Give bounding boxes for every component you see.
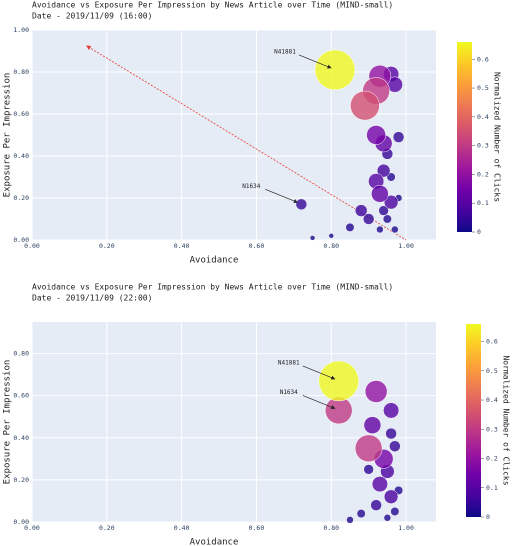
- colorbar-tick-label: 0.5: [477, 84, 489, 92]
- colorbar-tick-label: 0.3: [486, 425, 498, 433]
- bubble: [385, 427, 397, 440]
- bubble: [362, 213, 375, 225]
- bubble: [309, 235, 316, 241]
- bubble: [363, 416, 382, 434]
- y-tick-label: 0.00: [13, 236, 29, 244]
- colorbar-tick-label: 0.6: [477, 55, 489, 63]
- annotation: N1634: [280, 389, 298, 396]
- y-tick-label: 1.00: [13, 26, 29, 34]
- x-axis-title: Avoidance: [190, 538, 239, 546]
- x-tick-label: 0.20: [99, 242, 115, 250]
- bubble: [345, 222, 355, 232]
- annotation-arrow: [302, 365, 336, 380]
- bubble: [318, 360, 359, 402]
- annotation: N41881: [274, 48, 296, 55]
- bubble: [391, 225, 399, 234]
- colorbar-tick-label: 0.5: [486, 367, 498, 375]
- colorbar: [457, 42, 472, 232]
- bubble: [383, 489, 399, 504]
- bubble: [386, 172, 396, 182]
- annotation-arrow: [265, 188, 298, 203]
- bubble: [366, 125, 386, 145]
- bubble: [314, 49, 356, 91]
- bubble: [356, 509, 366, 519]
- x-tick-label: 0.40: [174, 242, 190, 250]
- x-tick-label: 0.60: [249, 524, 265, 532]
- colorbar-tick-label: 0.2: [486, 455, 498, 463]
- bubble: [382, 214, 392, 224]
- bubble: [364, 380, 388, 403]
- colorbar-tick-label: 0.1: [477, 199, 489, 207]
- colorbar-tick-label: 0: [477, 228, 481, 236]
- colorbar-tick-label: 0.1: [486, 484, 498, 492]
- y-tick-label: 0.60: [13, 110, 29, 118]
- x-axis-title: Avoidance: [190, 256, 239, 266]
- y-tick-label: 0.00: [13, 518, 29, 526]
- x-tick-label: 0.20: [99, 524, 115, 532]
- y-tick-label: 0.20: [13, 476, 29, 484]
- chart-subtitle: Date - 2019/11/09 (16:00): [32, 12, 152, 21]
- x-tick-label: 0.40: [174, 524, 190, 532]
- colorbar-tick-label: 0.4: [477, 113, 489, 121]
- chart-title: Avoidance vs Exposure Per Impression by …: [32, 283, 393, 292]
- annotation-arrow: [298, 54, 332, 69]
- bubble: [376, 225, 384, 234]
- colorbar-tick-label: 0.3: [477, 142, 489, 150]
- x-tick-label: 0.00: [24, 242, 40, 250]
- x-tick-label: 0.80: [323, 242, 339, 250]
- chart-subtitle: Date - 2019/11/09 (22:00): [32, 294, 152, 303]
- bubble: [371, 476, 388, 493]
- annotation-arrow: [302, 395, 336, 410]
- x-tick-label: 1.00: [398, 524, 414, 532]
- bubble: [350, 90, 380, 121]
- colorbar-title: Normalized Number of Clicks: [502, 355, 511, 485]
- bubble: [328, 233, 334, 239]
- y-tick-label: 0.20: [13, 194, 29, 202]
- colorbar-tick-label: 0.2: [477, 170, 489, 178]
- bubble: [390, 506, 400, 516]
- bubble: [383, 514, 392, 522]
- x-tick-label: 0.00: [24, 524, 40, 532]
- annotation: N41881: [278, 359, 300, 366]
- y-tick-label: 0.80: [13, 350, 29, 358]
- trend-arrow: [86, 45, 407, 241]
- y-tick-label: 0.40: [13, 434, 29, 442]
- colorbar: [466, 324, 481, 517]
- bubble: [383, 402, 400, 419]
- y-tick-label: 0.60: [13, 392, 29, 400]
- bubble: [363, 464, 374, 475]
- bubble: [389, 440, 401, 452]
- x-tick-label: 0.60: [249, 242, 265, 250]
- bubble: [295, 198, 308, 211]
- bubble: [383, 194, 399, 210]
- bubble: [376, 163, 391, 178]
- bubble: [378, 205, 389, 216]
- y-axis-title: Exposure Per Impression: [3, 73, 13, 198]
- bubble: [354, 204, 368, 217]
- bubble: [346, 516, 354, 524]
- y-axis-title: Exposure Per Impression: [3, 360, 13, 485]
- bubble: [371, 185, 389, 203]
- chart-title: Avoidance vs Exposure Per Impression by …: [32, 1, 393, 10]
- bubble: [392, 131, 405, 143]
- colorbar-tick-label: 0.6: [486, 338, 498, 346]
- x-tick-label: 0.80: [323, 524, 339, 532]
- colorbar-tick-label: 0.4: [486, 396, 498, 404]
- colorbar-title: Normalized Number of Clicks: [493, 72, 502, 202]
- x-tick-label: 1.00: [398, 242, 414, 250]
- annotation: N1634: [242, 183, 260, 190]
- y-tick-label: 0.80: [13, 68, 29, 76]
- bubble: [370, 499, 382, 511]
- y-tick-label: 0.40: [13, 152, 29, 160]
- colorbar-tick-label: 0: [486, 513, 490, 521]
- bubble: [354, 434, 383, 463]
